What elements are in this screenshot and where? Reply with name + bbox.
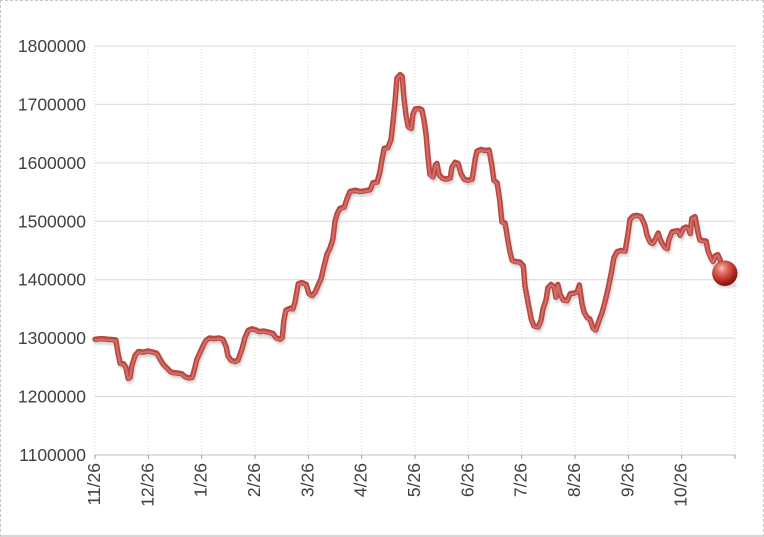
y-axis-tick-label: 1800000 — [18, 36, 86, 56]
end-marker-ball — [712, 260, 738, 287]
x-axis-tick-label: 6/26 — [457, 463, 477, 497]
y-axis-tick-label: 1600000 — [18, 153, 86, 173]
x-axis-tick-label: 1/26 — [191, 463, 211, 497]
series-line-stroke — [92, 71, 728, 382]
series-line-highlight — [93, 74, 726, 381]
x-axis-tick-label: 9/26 — [617, 463, 637, 497]
x-axis-tick-label: 3/26 — [297, 463, 317, 497]
end-marker-sphere — [712, 260, 738, 288]
series-line — [92, 71, 729, 384]
x-axis-tick-label: 10/26 — [671, 463, 691, 507]
y-axis-tick-label: 1400000 — [18, 270, 86, 290]
x-axis-tick-label: 4/26 — [351, 463, 371, 497]
y-axis-tick-label: 1200000 — [18, 387, 86, 407]
x-axis-tick-label: 12/26 — [137, 463, 157, 507]
x-axis-ticks — [94, 455, 736, 459]
y-axis-tick-label: 1300000 — [18, 328, 86, 348]
y-axis-labels: 1100000 1200000 1300000 1400000 1500000 16000… — [18, 36, 86, 465]
y-axis-tick-label: 1500000 — [18, 211, 86, 231]
y-axis-tick-label: 1100000 — [19, 445, 86, 465]
x-axis-tick-label: 2/26 — [244, 463, 264, 497]
y-axis-tick-label: 1700000 — [18, 94, 86, 114]
x-axis-tick-label: 11/26 — [84, 463, 104, 506]
vertical-gridlines — [94, 46, 736, 455]
x-axis-tick-label: 5/26 — [404, 463, 424, 497]
x-axis-tick-label: 7/26 — [511, 463, 531, 497]
x-axis-tick-label: 8/26 — [564, 463, 584, 497]
x-axis-labels: 11/26 12/26 1/26 2/26 3/26 4/26 5/26 6/26 7/26 8/… — [84, 463, 691, 507]
